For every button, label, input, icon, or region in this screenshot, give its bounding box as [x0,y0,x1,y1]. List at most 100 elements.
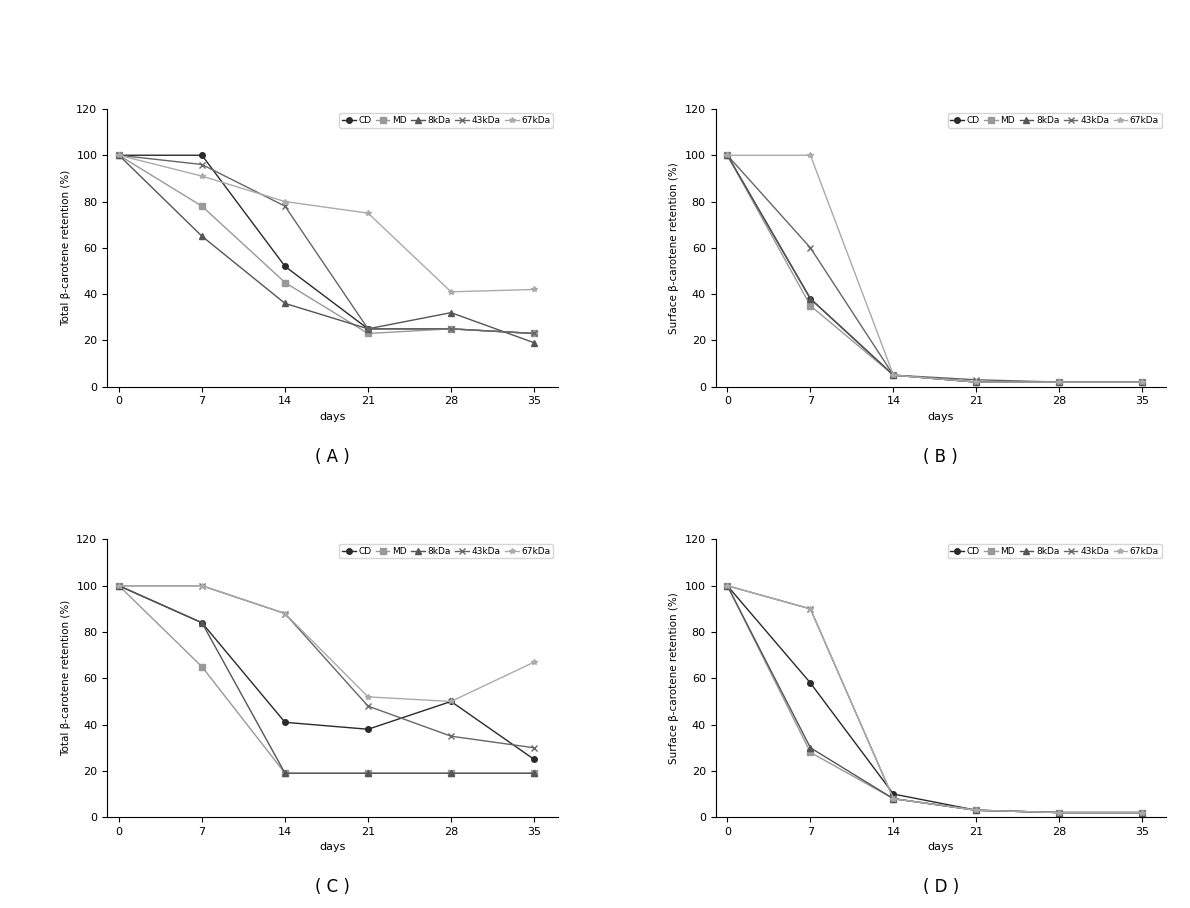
MD [361,768,375,779]
67kDa [887,794,901,804]
67kDa [1135,377,1150,388]
MD [970,804,984,815]
Y-axis label: Surface β-carotene retention (%): Surface β-carotene retention (%) [669,592,679,765]
MD [195,661,209,672]
CD [887,370,901,380]
67kDa [361,208,375,219]
MD [277,768,292,779]
Line: 43kDa: 43kDa [725,583,1145,815]
8kDa [195,617,209,628]
43kDa [112,580,126,591]
8kDa [1135,807,1150,818]
Line: CD: CD [117,583,537,762]
Text: ( C ): ( C ) [315,878,350,896]
43kDa [444,731,458,742]
67kDa [1135,807,1150,818]
67kDa [527,656,541,667]
43kDa [1135,807,1150,818]
CD [195,150,209,161]
8kDa [1135,377,1150,388]
Line: 43kDa: 43kDa [117,583,537,751]
8kDa [361,323,375,334]
Line: CD: CD [725,583,1145,815]
CD [970,804,984,815]
CD [720,580,734,591]
Line: MD: MD [725,153,1145,385]
Legend: CD, MD, 8kDa, 43kDa, 67kDa: CD, MD, 8kDa, 43kDa, 67kDa [947,114,1161,128]
67kDa [970,804,984,815]
43kDa [361,701,375,712]
MD [1135,807,1150,818]
Line: CD: CD [725,153,1145,385]
MD [277,277,292,288]
43kDa [277,201,292,212]
43kDa [195,159,209,170]
MD [970,377,984,388]
43kDa [887,370,901,380]
CD [1135,377,1150,388]
43kDa [361,323,375,334]
Line: MD: MD [725,583,1145,815]
8kDa [720,580,734,591]
8kDa [887,794,901,804]
MD [444,323,458,334]
MD [444,768,458,779]
CD [803,293,818,304]
MD [361,328,375,339]
43kDa [444,323,458,334]
8kDa [1052,807,1066,818]
CD [803,677,818,688]
8kDa [970,804,984,815]
X-axis label: days: days [928,412,954,422]
MD [887,794,901,804]
43kDa [720,580,734,591]
MD [887,370,901,380]
CD [277,716,292,727]
CD [970,377,984,388]
67kDa [277,608,292,619]
X-axis label: days: days [928,843,954,853]
8kDa [720,150,734,161]
43kDa [720,150,734,161]
Line: 8kDa: 8kDa [725,583,1145,815]
MD [720,150,734,161]
67kDa [195,171,209,182]
8kDa [277,768,292,779]
43kDa [803,604,818,615]
Line: 67kDa: 67kDa [725,153,1145,385]
MD [720,580,734,591]
CD [112,150,126,161]
43kDa [527,743,541,754]
67kDa [803,150,818,161]
8kDa [112,150,126,161]
Line: 8kDa: 8kDa [117,583,537,776]
MD [112,580,126,591]
Text: ( A ): ( A ) [315,448,350,466]
MD [1052,807,1066,818]
67kDa [112,580,126,591]
Line: 43kDa: 43kDa [725,153,1145,385]
43kDa [1135,377,1150,388]
MD [803,301,818,311]
CD [444,323,458,334]
MD [527,328,541,339]
8kDa [527,337,541,348]
CD [1052,377,1066,388]
8kDa [112,580,126,591]
8kDa [970,377,984,388]
67kDa [720,580,734,591]
67kDa [444,696,458,707]
MD [527,768,541,779]
8kDa [277,298,292,309]
MD [112,150,126,161]
8kDa [887,370,901,380]
CD [527,328,541,339]
8kDa [803,293,818,304]
Text: ( B ): ( B ) [923,448,958,466]
Y-axis label: Total β-carotene retention (%): Total β-carotene retention (%) [61,600,70,756]
Y-axis label: Total β-carotene retention (%): Total β-carotene retention (%) [61,170,70,326]
Line: 67kDa: 67kDa [725,583,1145,815]
X-axis label: days: days [319,412,345,422]
67kDa [1052,807,1066,818]
43kDa [970,374,984,385]
